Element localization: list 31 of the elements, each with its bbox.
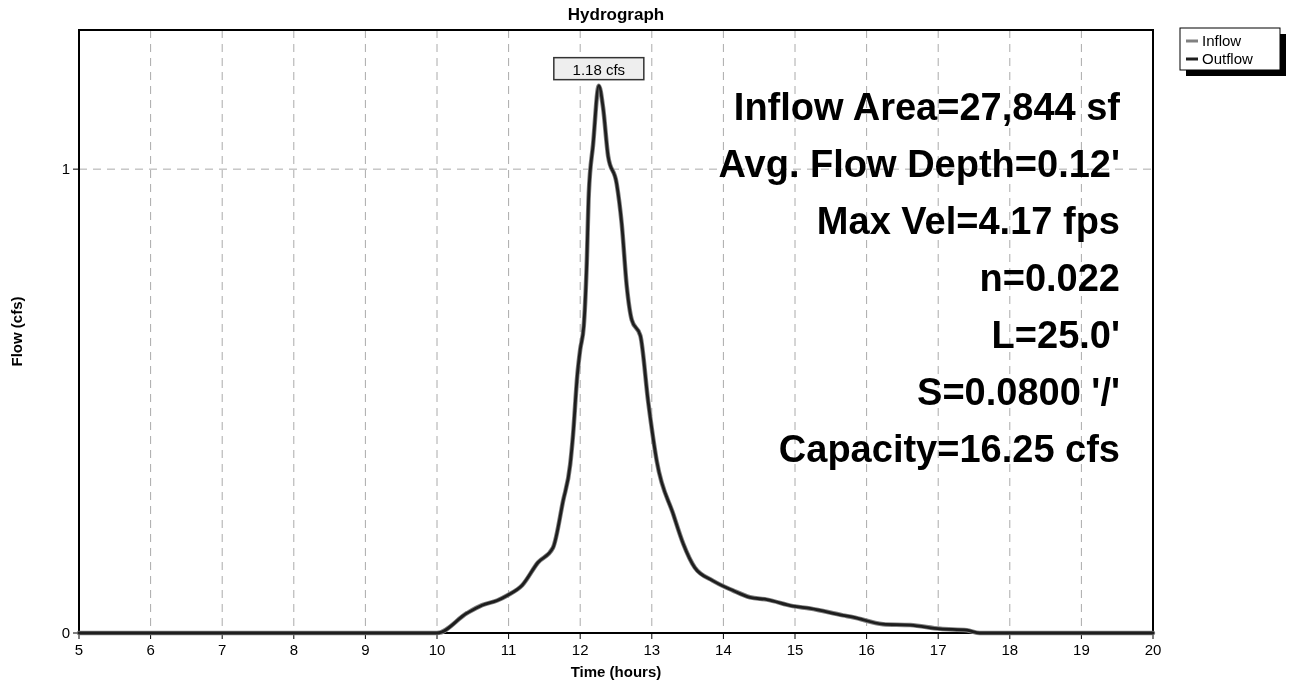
annotation: S=0.0800 '/' xyxy=(917,371,1120,413)
annotation: n=0.022 xyxy=(979,257,1120,299)
chart-title: Hydrograph xyxy=(567,5,665,24)
legend-label: Outflow xyxy=(1202,50,1254,67)
x-tick-label: 5 xyxy=(74,641,84,658)
x-tick-label: 14 xyxy=(715,641,732,658)
x-tick-label: 13 xyxy=(643,641,661,658)
y-tick-label: 0 xyxy=(61,624,70,641)
x-tick-label: 17 xyxy=(929,641,947,658)
x-tick-label: 11 xyxy=(500,641,517,658)
annotation: L=25.0' xyxy=(991,314,1120,356)
x-tick-label: 9 xyxy=(361,641,370,658)
x-tick-label: 10 xyxy=(428,641,446,658)
x-tick-label: 20 xyxy=(1144,641,1162,658)
x-tick-label: 15 xyxy=(786,641,804,658)
x-tick-label: 7 xyxy=(218,641,227,658)
annotation: Capacity=16.25 cfs xyxy=(778,428,1120,470)
annotation: Max Vel=4.17 fps xyxy=(816,200,1120,242)
annotation: 1.18 cfs xyxy=(572,60,626,78)
annotation: Inflow Area=27,844 sf xyxy=(733,86,1121,128)
x-axis-title: Time (hours) xyxy=(570,663,662,680)
x-tick-label: 8 xyxy=(289,641,298,658)
x-tick-label: 16 xyxy=(858,641,875,658)
x-tick-label: 19 xyxy=(1073,641,1090,658)
legend-label: Inflow xyxy=(1202,32,1242,49)
y-axis-title: Flow (cfs) xyxy=(8,296,25,367)
x-tick-label: 12 xyxy=(571,641,589,658)
x-tick-label: 18 xyxy=(1001,641,1019,658)
annotation: Avg. Flow Depth=0.12' xyxy=(718,143,1120,185)
x-tick-label: 6 xyxy=(146,641,155,658)
y-tick-label: 1 xyxy=(61,160,70,178)
